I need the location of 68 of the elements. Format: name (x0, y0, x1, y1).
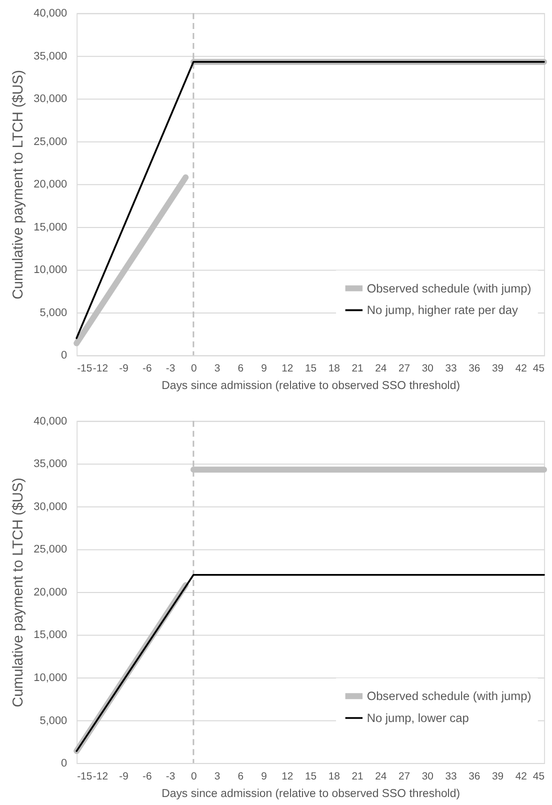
x-tick-label: -3 (166, 771, 176, 782)
legend-label: No jump, lower cap (366, 710, 470, 725)
x-tick-label: 42 (515, 364, 528, 375)
x-tick-label: 6 (238, 364, 244, 375)
y-tick-label: 35,000 (34, 458, 68, 470)
x-tick-label: -15 (77, 771, 92, 782)
y-tick-label: 40,000 (34, 415, 68, 428)
x-tick-label: 3 (214, 364, 220, 375)
y-tick-label: 15,000 (34, 221, 68, 234)
x-tick-label: 27 (398, 364, 410, 375)
y-tick-label: 5,000 (40, 714, 68, 727)
y-tick-label: 30,000 (34, 93, 68, 106)
x-tick-label: -6 (142, 771, 152, 782)
y-tick-label: 5,000 (40, 306, 68, 319)
y-tick-label: 30,000 (34, 500, 68, 513)
x-tick-label: 15 (305, 364, 317, 375)
x-tick-label: 21 (352, 771, 364, 782)
x-tick-label: 18 (328, 364, 340, 375)
x-tick-label: -9 (119, 364, 129, 375)
x-tick-label: -12 (92, 364, 108, 375)
x-tick-label: -6 (142, 364, 152, 375)
legend-label: No jump, higher rate per day (366, 303, 518, 318)
x-tick-label: 39 (492, 364, 504, 375)
x-tick-label: -9 (119, 771, 129, 782)
y-tick-label: 15,000 (34, 629, 68, 642)
x-tick-label: -12 (92, 771, 108, 782)
y-tick-label: 25,000 (34, 136, 68, 148)
x-tick-label: 30 (422, 771, 434, 782)
x-tick-label: 33 (445, 771, 458, 782)
x-tick-label: 33 (445, 364, 458, 375)
y-axis-title: Cumulative payment to LTCH ($US) (10, 70, 27, 300)
x-tick-label: -15 (77, 364, 92, 375)
x-tick-label: 24 (375, 771, 387, 782)
x-tick-label: 39 (492, 771, 504, 782)
x-axis-title: Days since admission (relative to observed SSO threshold) (162, 380, 460, 392)
x-tick-label: 12 (282, 364, 294, 375)
x-tick-label: 30 (422, 364, 434, 375)
x-tick-label: 15 (305, 771, 317, 782)
y-axis-title: Cumulative payment to LTCH ($US) (10, 478, 27, 708)
legend-label: Observed schedule (with jump) (366, 281, 532, 296)
x-tick-label: 0 (191, 364, 198, 375)
x-tick-label: 21 (352, 364, 364, 375)
y-tick-label: 25,000 (34, 544, 68, 556)
x-tick-label: 42 (515, 771, 528, 782)
x-tick-label: 0 (191, 771, 198, 782)
y-tick-label: 0 (61, 350, 68, 362)
x-tick-label: 6 (238, 771, 244, 782)
x-tick-label: 36 (468, 364, 480, 375)
x-tick-label: 18 (328, 771, 340, 782)
x-tick-label: 9 (261, 364, 268, 375)
x-tick-label: 45 (532, 771, 545, 782)
legend-label: Observed schedule (with jump) (366, 689, 532, 704)
y-tick-label: 40,000 (34, 8, 68, 20)
y-tick-label: 35,000 (34, 50, 68, 62)
x-tick-label: 36 (468, 771, 480, 782)
y-tick-label: 20,000 (34, 178, 68, 191)
x-tick-label: 3 (214, 771, 220, 782)
x-axis-title: Days since admission (relative to observed SSO threshold) (162, 788, 460, 800)
y-tick-label: 0 (61, 758, 68, 770)
x-tick-label: 24 (375, 364, 387, 375)
y-tick-label: 20,000 (34, 586, 68, 598)
x-tick-label: -3 (166, 364, 176, 375)
y-tick-label: 10,000 (34, 264, 68, 276)
y-tick-label: 10,000 (34, 672, 68, 684)
x-tick-label: 9 (261, 771, 268, 782)
x-tick-label: 27 (398, 771, 410, 782)
x-tick-label: 45 (532, 364, 545, 375)
x-tick-label: 12 (282, 771, 294, 782)
